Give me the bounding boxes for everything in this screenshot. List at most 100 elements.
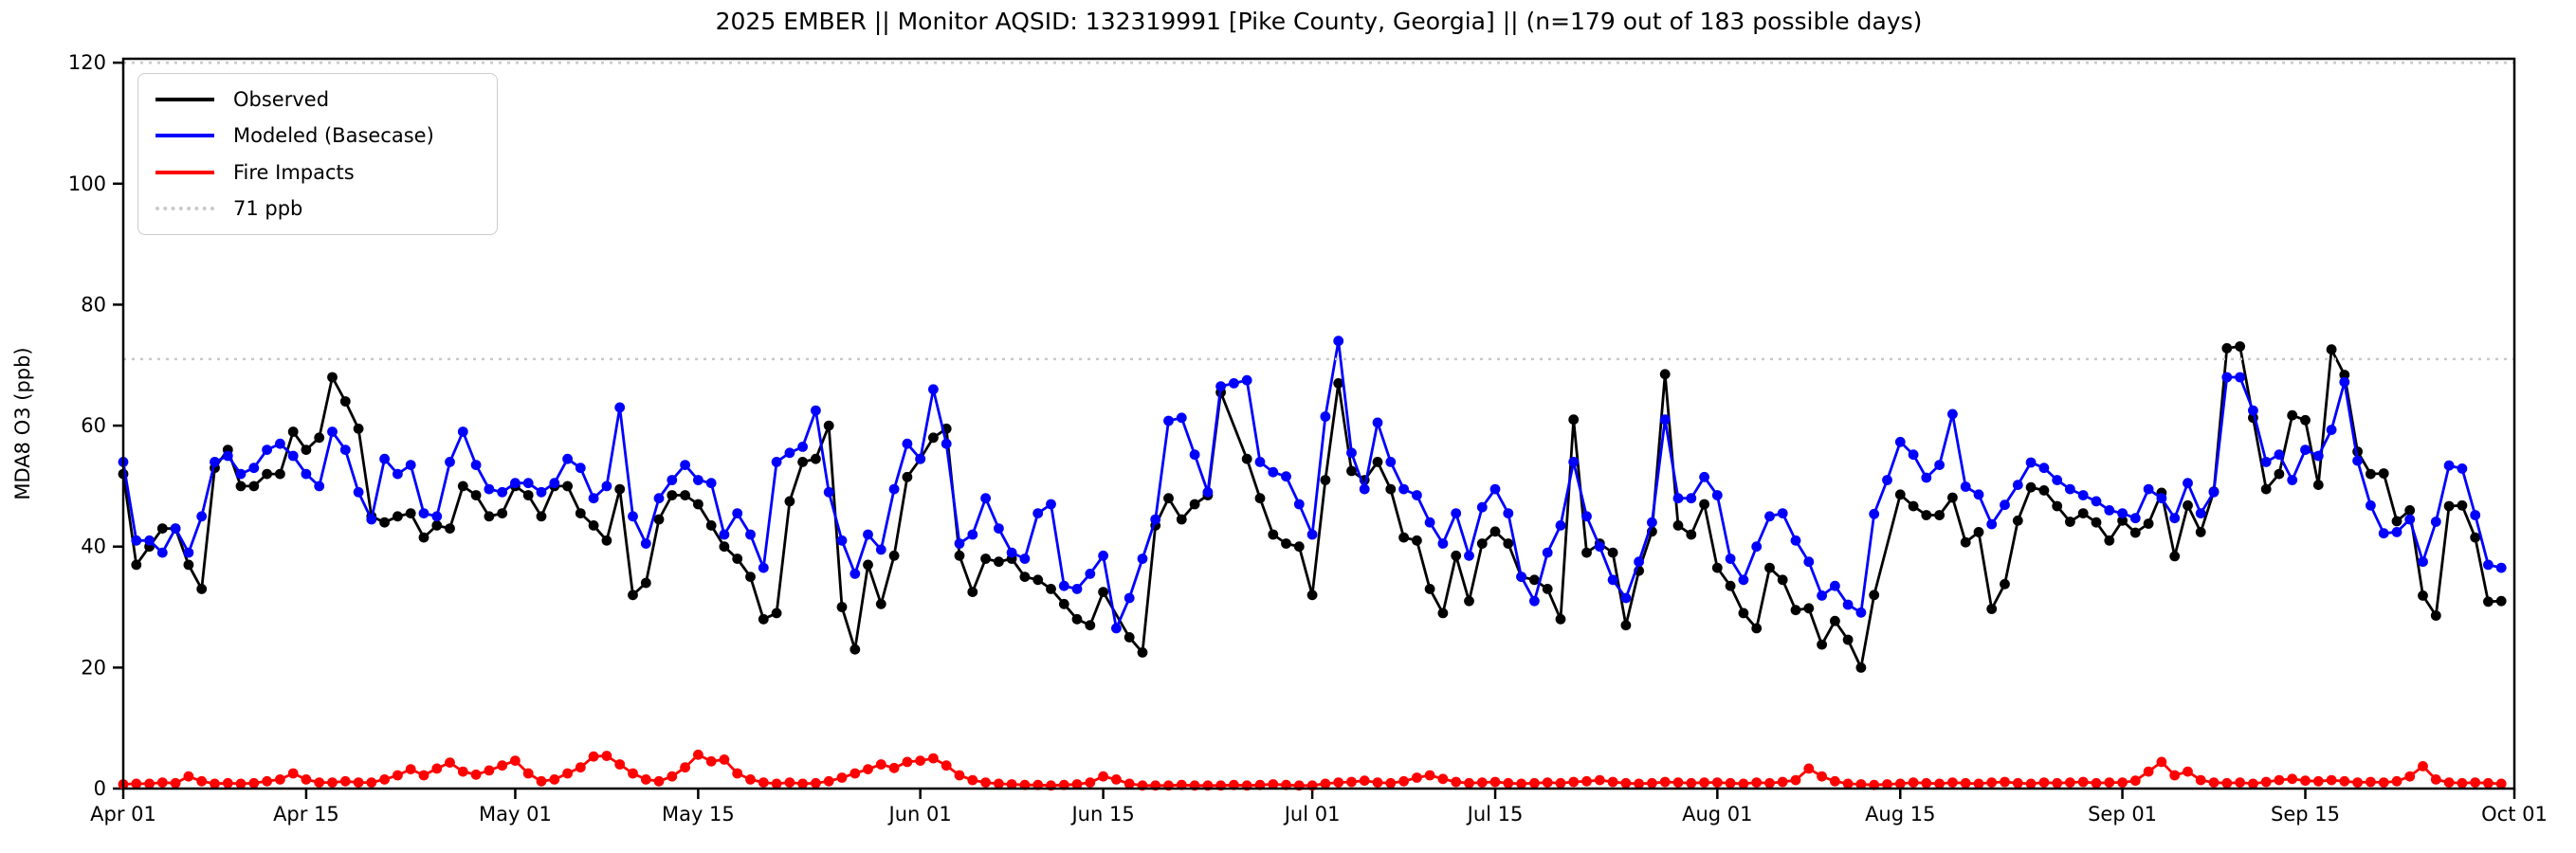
series-point xyxy=(1686,777,1697,789)
series-point xyxy=(2418,590,2428,601)
series-point xyxy=(536,775,547,787)
series-point xyxy=(680,460,690,470)
series-point xyxy=(144,535,155,546)
series-point xyxy=(1973,527,1984,537)
series-point xyxy=(1686,529,1697,540)
series-point xyxy=(1855,662,1867,673)
series-point xyxy=(2221,343,2233,354)
series-point xyxy=(797,442,808,452)
series-point xyxy=(1189,499,1200,510)
series-point xyxy=(797,778,808,789)
series-point xyxy=(628,590,638,601)
series-point xyxy=(2195,527,2206,537)
series-point xyxy=(1764,777,1775,789)
series-point xyxy=(836,602,848,612)
series-point xyxy=(1986,777,1998,788)
series-point xyxy=(1817,771,1827,782)
series-point xyxy=(1659,776,1671,788)
series-point xyxy=(653,775,665,787)
series-point xyxy=(994,523,1004,534)
series-point xyxy=(248,463,260,474)
series-point xyxy=(2025,457,2037,468)
series-point xyxy=(2260,457,2272,467)
series-point xyxy=(928,753,939,764)
series-point xyxy=(2457,463,2468,474)
series-point xyxy=(2195,774,2206,786)
series-point xyxy=(2221,777,2233,789)
series-point xyxy=(235,778,247,789)
series-point xyxy=(1803,763,1815,774)
series-point xyxy=(1098,587,1108,597)
series-point xyxy=(1634,778,1644,789)
series-point xyxy=(1947,408,1958,420)
series-point xyxy=(248,777,260,789)
series-point xyxy=(2169,551,2181,562)
series-point xyxy=(339,445,351,455)
series-point xyxy=(967,774,978,786)
series-point xyxy=(2143,483,2154,495)
series-point xyxy=(1503,538,1514,549)
series-point xyxy=(1346,447,1357,459)
series-point xyxy=(1215,381,1226,391)
series-point xyxy=(902,471,913,482)
series-point xyxy=(614,483,626,495)
series-point xyxy=(1254,493,1266,504)
series-point xyxy=(2312,450,2324,462)
series-point xyxy=(1137,647,1148,658)
series-point xyxy=(1568,457,1580,467)
series-point xyxy=(2077,508,2089,518)
series-point xyxy=(1842,634,1854,645)
x-tick-label: Apr 15 xyxy=(273,803,339,826)
series-point xyxy=(1790,535,1801,546)
series-point xyxy=(1751,623,1763,634)
series-point xyxy=(131,535,142,546)
series-point xyxy=(1385,483,1397,495)
series-point xyxy=(144,778,155,789)
series-point xyxy=(745,572,756,582)
series-point xyxy=(1738,778,1749,789)
series-point xyxy=(2183,499,2193,511)
series-point xyxy=(1058,598,1069,609)
series-point xyxy=(628,511,638,522)
series-point xyxy=(928,384,939,395)
series-point xyxy=(1581,775,1592,787)
y-tick-label: 80 xyxy=(81,293,106,316)
series-point xyxy=(2117,508,2128,518)
series-point xyxy=(1085,569,1096,579)
series-point xyxy=(1111,623,1122,634)
series-point xyxy=(457,766,468,777)
series-point xyxy=(2312,480,2324,490)
series-point xyxy=(2391,516,2402,527)
series-point xyxy=(1581,547,1592,558)
series-point xyxy=(732,768,743,779)
series-point xyxy=(640,774,651,785)
series-point xyxy=(379,774,390,785)
series-point xyxy=(941,760,952,771)
series-point xyxy=(287,426,299,437)
series-point xyxy=(2156,756,2167,768)
series-point xyxy=(457,426,468,437)
series-point xyxy=(601,751,612,761)
series-point xyxy=(1281,538,1291,549)
series-point xyxy=(2366,776,2376,788)
series-point xyxy=(1529,574,1540,586)
series-point xyxy=(210,778,220,789)
series-point xyxy=(1830,775,1840,787)
series-point xyxy=(1607,776,1618,788)
series-point xyxy=(2129,513,2141,524)
series-point xyxy=(1894,436,1906,447)
legend-item: Fire Impacts xyxy=(148,154,487,191)
series-point xyxy=(2443,460,2455,471)
x-tick-label: Jul 15 xyxy=(1466,803,1524,826)
series-point xyxy=(2495,562,2507,573)
series-point xyxy=(222,450,233,462)
series-point xyxy=(1973,489,1984,500)
series-point xyxy=(2274,774,2285,786)
x-tick-label: Sep 15 xyxy=(2271,803,2340,826)
series-point xyxy=(1777,574,1788,586)
series-point xyxy=(719,754,730,765)
series-point xyxy=(1124,632,1135,643)
series-point xyxy=(1894,778,1906,789)
series-point xyxy=(1019,554,1031,564)
series-point xyxy=(183,547,194,558)
